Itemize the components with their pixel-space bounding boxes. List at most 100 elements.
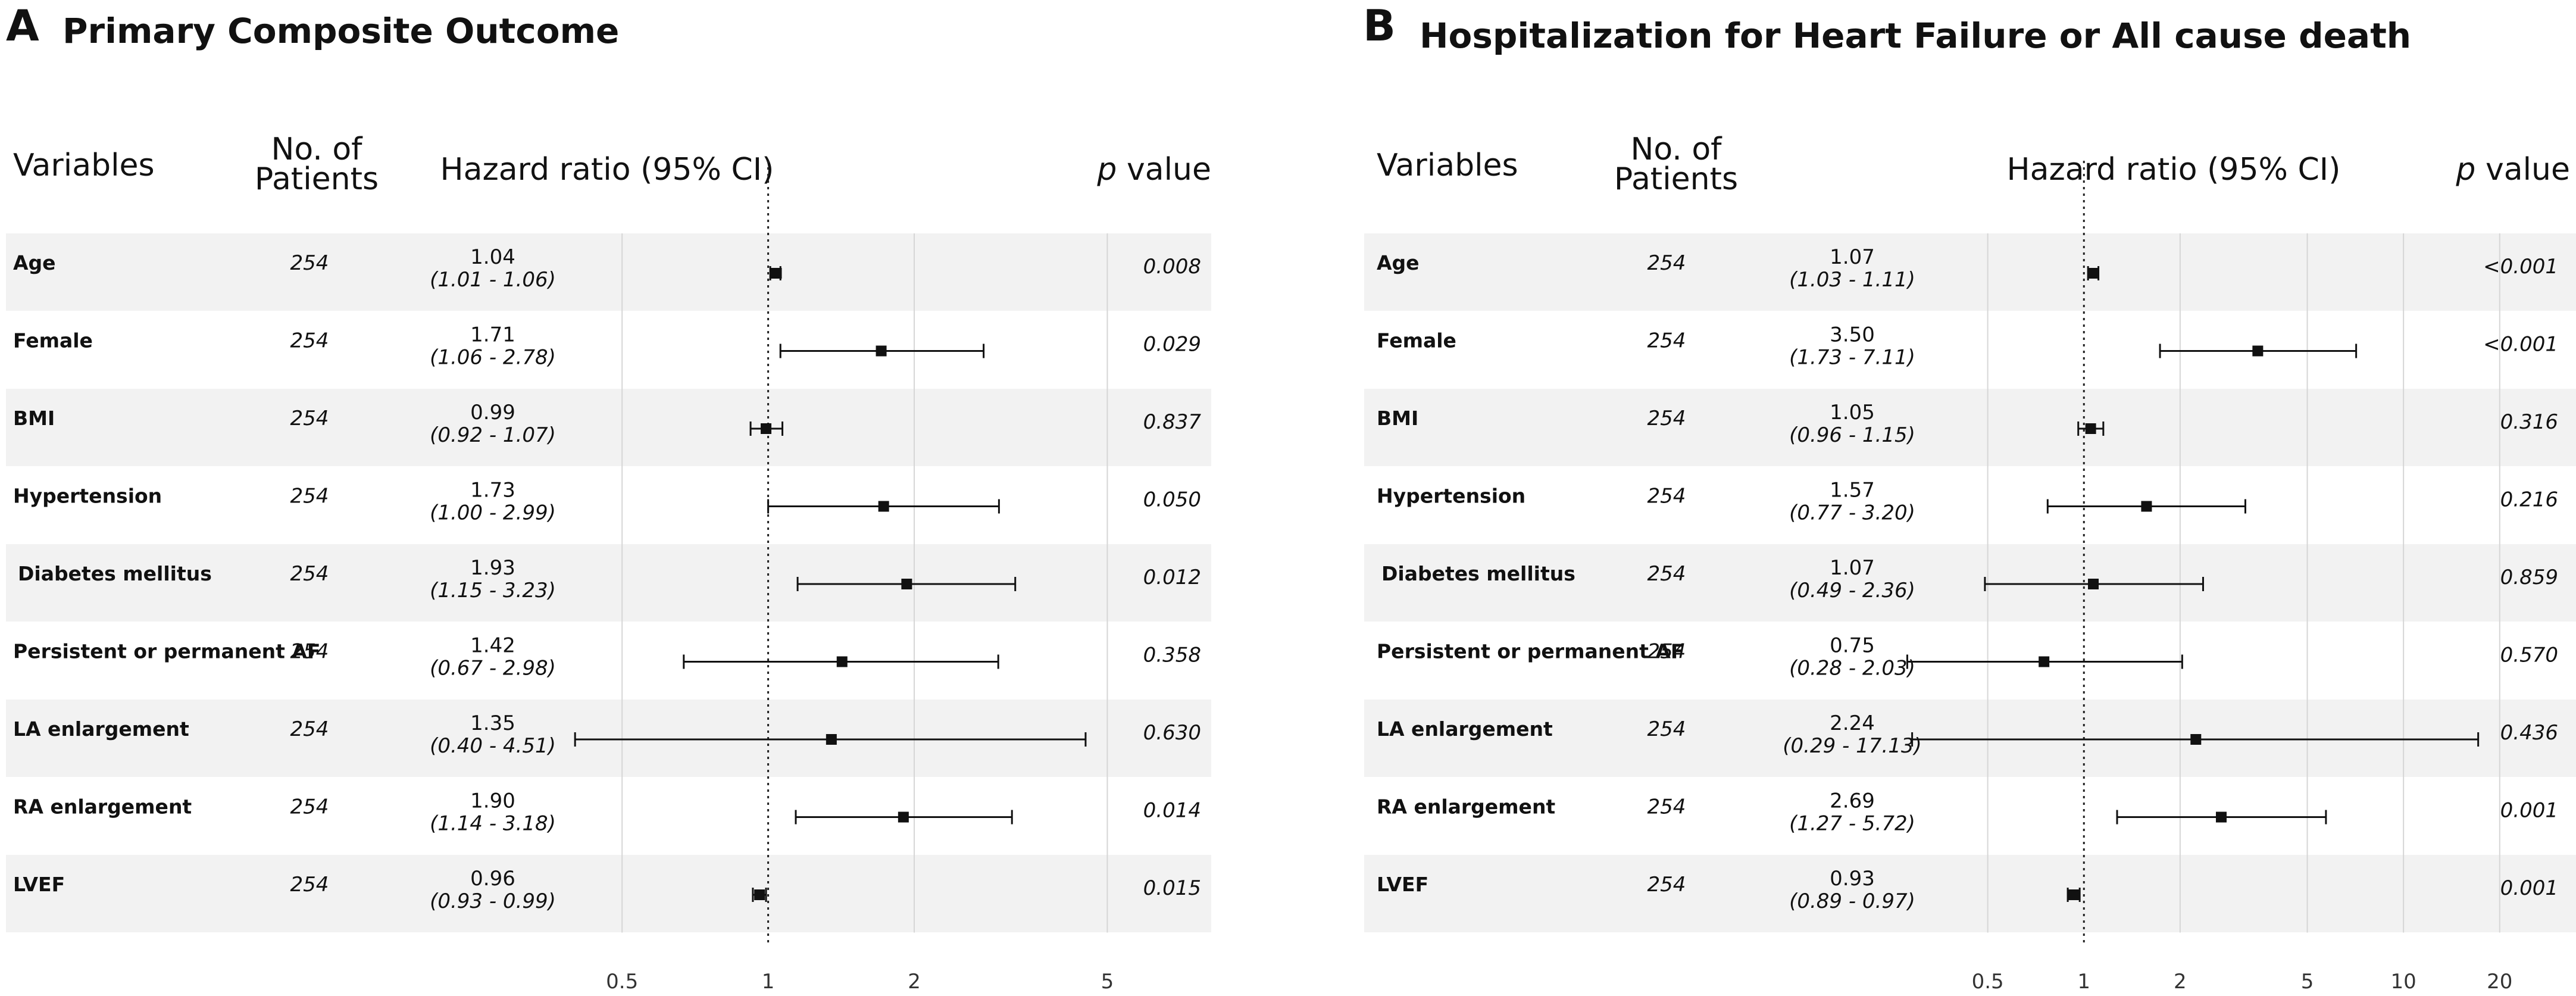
variable-label: LA enlargement [1377,717,1553,741]
patient-count: 254 [290,562,329,586]
table-row: LVEF 254 0.96(0.93 - 0.99) 0.015 [13,867,1201,913]
hazard-ratio-marker [771,268,782,279]
hazard-ratio-value: 3.50 [1830,323,1875,347]
hazard-ratio-marker [836,656,848,667]
variable-label: RA enlargement [1377,795,1555,819]
table-row: Female 254 1.71(1.06 - 2.78) 0.029 [13,323,1201,370]
variable-label: Female [1377,329,1456,352]
patient-count: 254 [290,795,329,819]
variable-label: Female [13,329,93,352]
column-header-patients-line1: No. of [271,132,364,167]
patient-count: 254 [290,251,329,275]
p-italic-letter: p [2455,152,2475,188]
variable-label: RA enlargement [13,795,192,819]
table-row: BMI 254 1.05(0.96 - 1.15) 0.316 [1377,401,2558,447]
row-band [1364,855,2576,932]
p-value: 0.358 [1143,644,1201,667]
hazard-ratio-marker [898,811,909,823]
forest-panel-b: B Hospitalization for Heart Failure or Al… [1363,1,2576,994]
hazard-ratio-marker [2215,811,2227,823]
table-row: LA enlargement 254 2.24(0.29 - 17.13) 0.436 [1377,711,2558,758]
p-value: 0.570 [2500,644,2558,667]
table-row: Hypertension 254 1.57(0.77 - 3.20) 0.216 [1377,479,2558,525]
hazard-ratio-marker [2141,501,2152,512]
row-band [6,389,1211,466]
column-header-hazard-ratio: Hazard ratio (95% CI) [440,152,774,188]
forest-panel-a: A Primary Composite Outcome Variables No. o… [6,1,1211,994]
panel-title: Hospitalization for Heart Failure or All… [1420,15,2411,56]
hazard-ratio-value: 2.69 [1830,789,1875,813]
hazard-ratio-value: 1.73 [470,479,515,502]
confidence-interval-text: (0.89 - 0.97) [1789,889,1915,913]
patient-count: 254 [1647,717,1686,741]
x-tick-label: 2 [2174,970,2187,994]
hazard-ratio-value: 1.42 [470,634,515,658]
patient-count: 254 [1647,407,1686,430]
column-header-patients-line2: Patients [255,161,379,197]
confidence-interval-text: (0.77 - 3.20) [1789,501,1915,525]
hazard-ratio-marker [2085,423,2096,434]
confidence-interval-text: (0.28 - 2.03) [1789,657,1915,680]
patient-count: 254 [290,873,329,897]
row-band [1364,233,2576,311]
variable-label: Diabetes mellitus [18,562,212,585]
hazard-ratio-value: 1.05 [1830,401,1875,424]
table-row: BMI 254 0.99(0.92 - 1.07) 0.837 [13,401,1201,447]
column-header-patients-line2: Patients [1614,161,1738,197]
hazard-ratio-marker [2039,656,2050,667]
column-header-patients-line1: No. of [1631,132,1723,167]
patient-count: 254 [1647,251,1686,275]
p-value: <0.001 [2483,333,2558,357]
table-row: RA enlargement 254 2.69(1.27 - 5.72) 0.001 [1377,789,2558,836]
hazard-ratio-value: 1.90 [470,789,515,813]
panel-title: Primary Composite Outcome [62,11,619,51]
x-tick-label: 10 [2391,970,2416,994]
hazard-ratio-marker [2068,889,2080,900]
hazard-ratio-marker [878,501,889,512]
variable-label: Age [1377,251,1420,274]
x-tick-label: 0.5 [606,970,638,994]
row-band [1364,700,2576,777]
confidence-interval-text: (1.15 - 3.23) [430,579,556,602]
table-row: Age 254 1.07(1.03 - 1.11) <0.001 [1377,245,2558,292]
hazard-ratio-marker [2088,268,2099,279]
patient-count: 254 [1647,640,1686,664]
variable-label: Hypertension [1377,485,1525,508]
confidence-interval-text: (0.92 - 1.07) [430,423,556,447]
variable-label: LVEF [1377,873,1428,896]
patient-count: 254 [290,717,329,741]
column-header-variables: Variables [1377,148,1518,183]
panel-letter: A [6,1,39,51]
p-value: 0.216 [2500,488,2558,512]
hazard-ratio-value: 1.35 [470,711,515,735]
patient-count: 254 [1647,795,1686,819]
column-header-variables: Variables [13,148,155,183]
row-band [6,855,1211,932]
hazard-ratio-marker [754,889,765,900]
variable-label: BMI [13,407,55,430]
table-row: LA enlargement 254 1.35(0.40 - 4.51) 0.630 [13,711,1201,758]
variable-label: Hypertension [13,485,162,508]
variable-label: Persistent or permanent AF [13,640,320,663]
confidence-interval-text: (0.93 - 0.99) [430,889,556,913]
row-band [1364,544,2576,622]
p-value: 0.859 [2500,566,2558,589]
x-tick-label: 1 [762,970,775,994]
hazard-ratio-value: 1.04 [470,245,515,269]
row-band [6,544,1211,622]
p-value: <0.001 [2483,255,2558,279]
hazard-ratio-value: 1.57 [1830,479,1875,502]
confidence-interval-text: (0.67 - 2.98) [430,657,556,680]
patient-count: 254 [1647,329,1686,353]
row-band [6,233,1211,311]
p-value: 0.001 [2500,799,2558,823]
p-value-suffix: value [2475,152,2570,188]
confidence-interval-text: (0.49 - 2.36) [1789,579,1915,602]
p-value: 0.316 [2500,410,2558,434]
hazard-ratio-value: 0.99 [470,401,515,424]
p-value: 0.008 [1143,255,1201,279]
patient-count: 254 [290,640,329,664]
hazard-ratio-value: 0.93 [1830,867,1875,891]
